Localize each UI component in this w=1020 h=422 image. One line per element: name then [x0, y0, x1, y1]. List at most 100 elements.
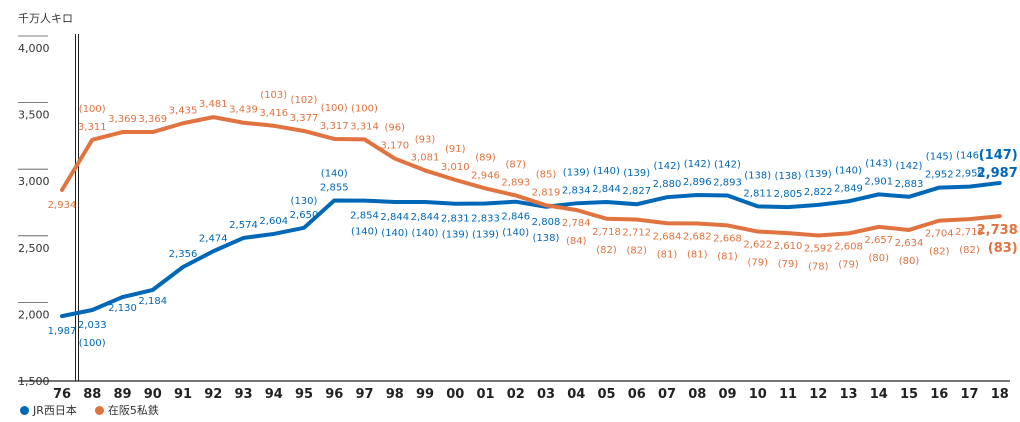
data-label: 3,081 — [411, 152, 440, 163]
series-line-1 — [60, 115, 1002, 238]
data-label: 2,844 — [380, 212, 409, 223]
y-tick-label: 3,500 — [18, 109, 50, 122]
data-label: 3,369 — [108, 114, 137, 125]
x-tick-label: 12 — [809, 387, 827, 402]
data-label: 3,311 — [78, 122, 107, 133]
data-label: 2,657 — [864, 235, 893, 246]
index-label: (83) — [988, 241, 1018, 256]
index-label: (100) — [79, 104, 106, 115]
x-tick-label: 04 — [567, 387, 585, 402]
index-label: (139) — [472, 229, 499, 240]
index-label: (145) — [926, 152, 953, 163]
index-label: (142) — [684, 159, 711, 170]
data-label: 2,893 — [501, 177, 530, 188]
data-label: 2,634 — [895, 238, 924, 249]
index-label: (140) — [412, 228, 439, 239]
x-tick-label: 03 — [537, 387, 555, 402]
index-label: (142) — [654, 161, 681, 172]
index-label: (146) — [956, 151, 983, 162]
index-label: (103) — [260, 90, 287, 101]
data-label: 3,435 — [169, 105, 198, 116]
index-label: (140) — [502, 228, 529, 239]
index-label: (147) — [979, 148, 1018, 163]
x-tick-label: 10 — [749, 387, 767, 402]
x-tick-label: 96 — [325, 387, 343, 402]
index-label: (142) — [896, 161, 923, 172]
index-label: (82) — [929, 247, 950, 258]
x-tick-label: 05 — [597, 387, 615, 402]
data-label: 3,317 — [320, 121, 349, 132]
x-tick-label: 98 — [386, 387, 404, 402]
legend-item-jr: JR西日本 — [20, 402, 77, 418]
data-label: 2,880 — [653, 179, 682, 190]
legend-item-private: 在阪5私鉄 — [94, 402, 159, 418]
data-label: 3,481 — [199, 99, 228, 110]
data-label: 2,896 — [683, 177, 712, 188]
data-label: 2,844 — [411, 212, 440, 223]
data-label: 3,439 — [229, 105, 258, 116]
data-label: 2,805 — [774, 189, 803, 200]
data-label: 3,170 — [380, 141, 409, 152]
data-label: 2,474 — [199, 233, 228, 244]
index-label: (81) — [717, 251, 738, 262]
data-label: 2,622 — [743, 240, 772, 251]
data-label: 2,608 — [834, 241, 863, 252]
data-label: 2,668 — [713, 233, 742, 244]
data-label: 2,356 — [169, 249, 198, 260]
index-label: (140) — [381, 228, 408, 239]
data-label: 2,855 — [320, 183, 349, 194]
index-label: (140) — [321, 169, 348, 180]
data-label: 2,715 — [955, 227, 984, 238]
data-label: 2,610 — [774, 241, 803, 252]
index-label: (93) — [415, 134, 436, 145]
data-label: 3,369 — [138, 114, 167, 125]
data-label: 2,959 — [955, 169, 984, 180]
x-tick-label: 17 — [960, 387, 978, 402]
index-label: (79) — [838, 259, 859, 270]
x-tick-label: 91 — [174, 387, 192, 402]
x-tick-label: 88 — [83, 387, 101, 402]
data-label: 2,834 — [562, 185, 591, 196]
data-label: 2,819 — [532, 187, 561, 198]
data-label: 2,952 — [925, 170, 954, 181]
data-label: 2,946 — [471, 170, 500, 181]
data-label: 2,893 — [713, 177, 742, 188]
data-label: 2,811 — [743, 188, 772, 199]
x-tick-label: 15 — [900, 387, 918, 402]
x-tick-label: 01 — [476, 387, 494, 402]
x-tick-label: 02 — [507, 387, 525, 402]
data-label: 2,987 — [977, 166, 1018, 181]
index-label: (81) — [657, 249, 678, 260]
data-label: 2,901 — [864, 176, 893, 187]
index-label: (140) — [351, 227, 378, 238]
x-axis: 76 88 89 90 91 92 93 94 95 96 97 98 99 00 01 02 03 04 05 06… — [18, 380, 1010, 402]
data-label: 2,650 — [290, 210, 319, 221]
index-label: (139) — [563, 167, 590, 178]
x-tick-label: 18 — [991, 387, 1009, 402]
data-label: 2,574 — [229, 220, 258, 231]
x-tick-label: 07 — [658, 387, 676, 402]
index-label: (89) — [475, 152, 496, 163]
index-label: (80) — [868, 253, 889, 264]
legend-label-private: 在阪5私鉄 — [107, 404, 159, 417]
index-label: (140) — [593, 166, 620, 177]
x-tick-label: 95 — [295, 387, 313, 402]
data-label: 2,704 — [925, 229, 954, 240]
data-label: 2,849 — [834, 183, 863, 194]
data-label: 2,738 — [977, 223, 1018, 238]
data-label: 2,718 — [592, 227, 621, 238]
data-label: 1,987 — [48, 326, 77, 337]
unit-label: 千万人キロ — [18, 12, 73, 25]
index-label: (143) — [865, 158, 892, 169]
index-label: (100) — [321, 103, 348, 114]
index-label: (130) — [291, 196, 318, 207]
index-label: (142) — [714, 159, 741, 170]
index-label: (100) — [79, 338, 106, 349]
data-label: 2,808 — [532, 217, 561, 228]
index-label: (84) — [566, 236, 587, 247]
x-tick-label: 16 — [930, 387, 948, 402]
legend-dot-jr — [20, 405, 29, 415]
legend-label-jr: JR西日本 — [33, 404, 77, 417]
